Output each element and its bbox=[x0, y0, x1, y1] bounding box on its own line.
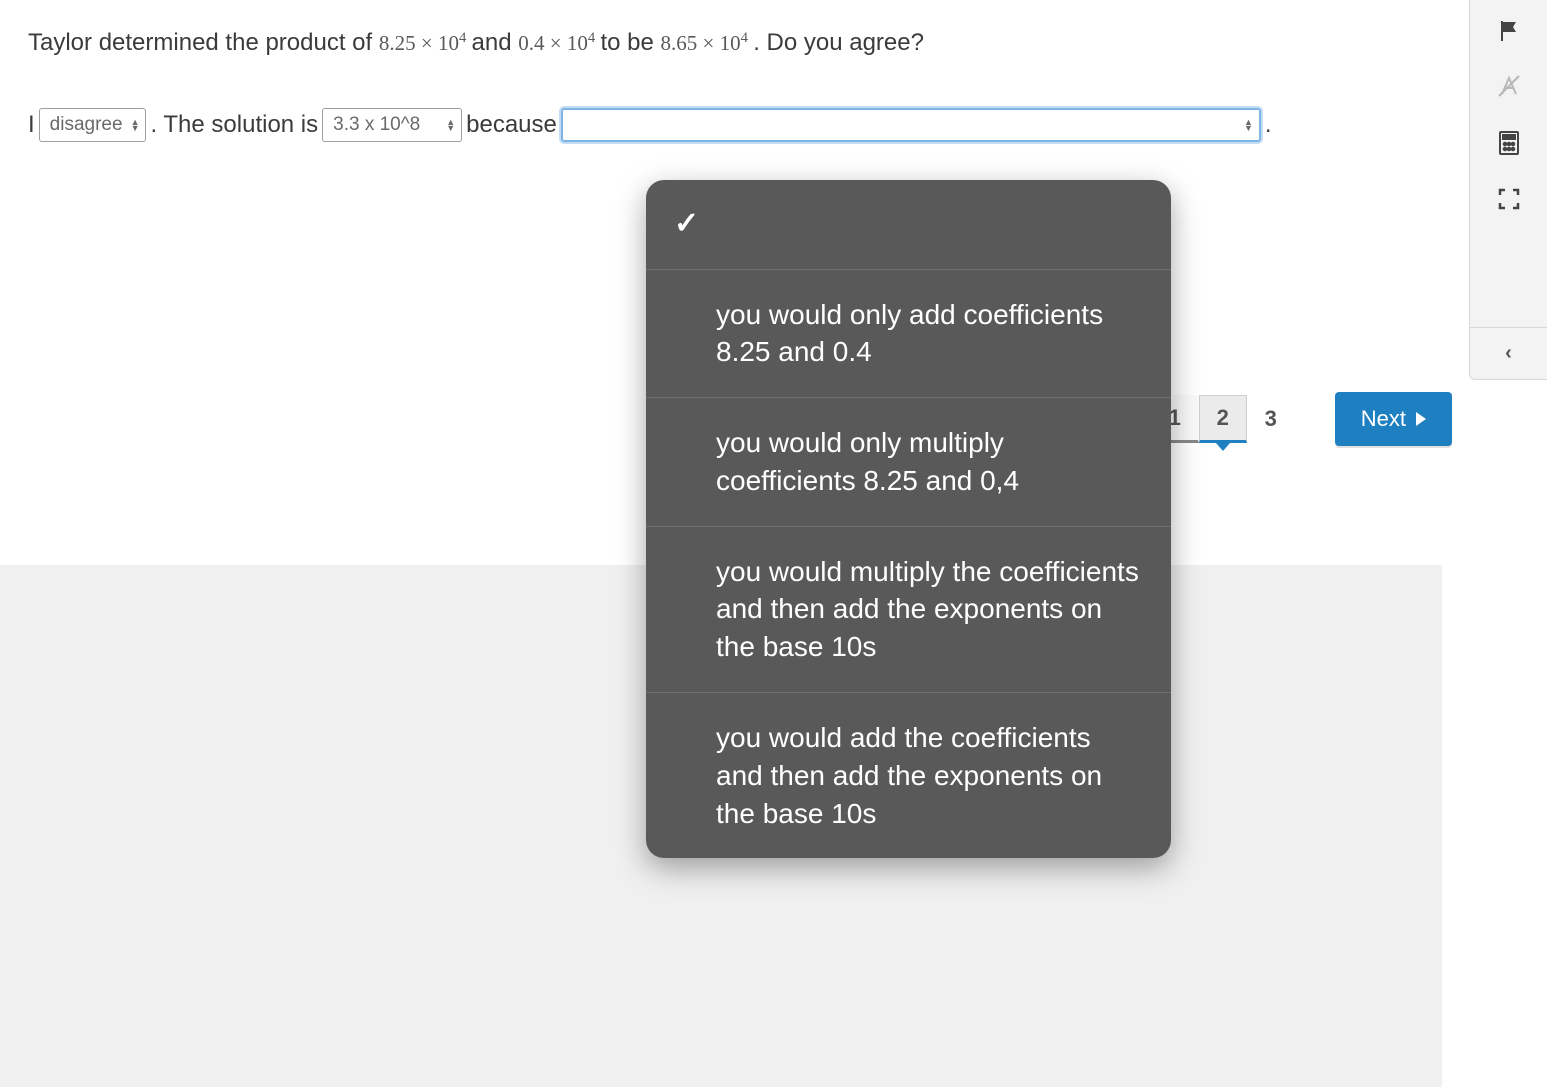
calculator-icon[interactable] bbox=[1494, 130, 1524, 156]
fullscreen-icon[interactable] bbox=[1494, 186, 1524, 212]
dropdown-option-2-label: you would only multiply coefficients 8.2… bbox=[716, 427, 1019, 496]
solution-select-value: 3.3 x 10^8 bbox=[333, 114, 438, 136]
disagree-select[interactable]: disagree ▲▼ bbox=[39, 108, 147, 142]
next-button-label: Next bbox=[1361, 406, 1406, 432]
question-text: Taylor determined the product of 8.25 × … bbox=[28, 26, 1388, 60]
answer-mid1: . The solution is bbox=[150, 111, 318, 139]
disagree-select-value: disagree bbox=[50, 114, 123, 136]
pager-row: 1 2 3 Next bbox=[1151, 392, 1452, 446]
dropdown-option-1[interactable]: you would only add coefficients 8.25 and… bbox=[646, 269, 1171, 398]
expr3: 8.65 × 104 bbox=[661, 31, 754, 55]
question-tail: . Do you agree? bbox=[753, 29, 924, 56]
page-3[interactable]: 3 bbox=[1247, 395, 1295, 443]
answer-period: . bbox=[1265, 111, 1272, 139]
dropdown-option-4-label: you would add the coefficients and then … bbox=[716, 722, 1102, 829]
chevron-left-icon: ‹ bbox=[1505, 342, 1512, 365]
updown-icon: ▲▼ bbox=[131, 119, 140, 131]
dropdown-option-4[interactable]: you would add the coefficients and then … bbox=[646, 692, 1171, 858]
next-button[interactable]: Next bbox=[1335, 392, 1452, 446]
play-triangle-icon bbox=[1416, 412, 1426, 426]
reason-select[interactable]: ▲▼ bbox=[561, 108, 1261, 142]
question-and: and bbox=[472, 29, 519, 56]
question-lead: Taylor determined the product of bbox=[28, 29, 379, 56]
collapse-toolbar-button[interactable]: ‹ bbox=[1470, 327, 1547, 379]
dropdown-option-blank[interactable]: ✓ bbox=[646, 180, 1171, 269]
answer-mid2: because bbox=[466, 111, 557, 139]
check-icon: ✓ bbox=[674, 207, 699, 240]
pager: 1 2 3 bbox=[1151, 395, 1295, 443]
page-2[interactable]: 2 bbox=[1199, 395, 1247, 443]
expr1: 8.25 × 104 bbox=[379, 31, 472, 55]
solution-select[interactable]: 3.3 x 10^8 ▲▼ bbox=[322, 108, 462, 142]
dropdown-option-1-label: you would only add coefficients 8.25 and… bbox=[716, 299, 1103, 368]
question-tobe: to be bbox=[600, 29, 660, 56]
expr2: 0.4 × 104 bbox=[518, 31, 600, 55]
dropdown-option-2[interactable]: you would only multiply coefficients 8.2… bbox=[646, 397, 1171, 526]
answer-line: I disagree ▲▼ . The solution is 3.3 x 10… bbox=[28, 108, 1388, 142]
updown-icon: ▲▼ bbox=[446, 119, 455, 131]
updown-icon: ▲▼ bbox=[1244, 119, 1253, 131]
answer-I: I bbox=[28, 111, 35, 139]
reason-dropdown-menu: ✓ you would only add coefficients 8.25 a… bbox=[646, 180, 1171, 858]
question-area: Taylor determined the product of 8.25 × … bbox=[28, 26, 1388, 142]
dropdown-option-3[interactable]: you would multiply the coefficients and … bbox=[646, 526, 1171, 692]
right-toolbar: ‹ bbox=[1469, 0, 1547, 380]
dropdown-option-3-label: you would multiply the coefficients and … bbox=[716, 556, 1139, 663]
strike-a-icon[interactable] bbox=[1494, 74, 1524, 100]
flag-icon[interactable] bbox=[1494, 18, 1524, 44]
